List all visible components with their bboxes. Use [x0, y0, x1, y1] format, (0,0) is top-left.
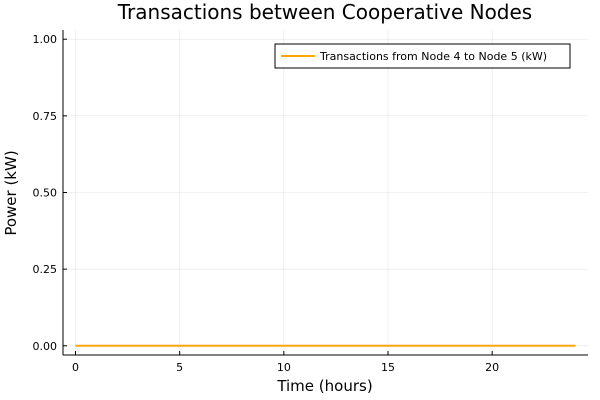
chart-title: Transactions between Cooperative Nodes	[117, 0, 532, 24]
legend-series-label: Transactions from Node 4 to Node 5 (kW)	[319, 50, 547, 63]
y-tick-label: 1.00	[33, 33, 58, 46]
y-tick-label: 0.25	[33, 263, 58, 276]
x-tick-label: 20	[485, 361, 499, 374]
x-tick-label: 0	[72, 361, 79, 374]
x-tick-label: 5	[176, 361, 183, 374]
y-tick-label: 0.50	[33, 187, 58, 200]
legend-box	[274, 43, 571, 69]
ticks: 0 5 10 15 20 0.00 0.25 0.50 0.75 1.00	[33, 33, 500, 374]
y-axis-label: Power (kW)	[2, 150, 20, 235]
y-tick-label: 0.75	[33, 110, 58, 123]
x-tick-label: 15	[381, 361, 395, 374]
legend: Transactions from Node 4 to Node 5 (kW)	[274, 43, 571, 69]
x-axis-label: Time (hours)	[276, 377, 372, 395]
y-tick-label: 0.00	[33, 340, 58, 353]
x-tick-label: 10	[277, 361, 291, 374]
